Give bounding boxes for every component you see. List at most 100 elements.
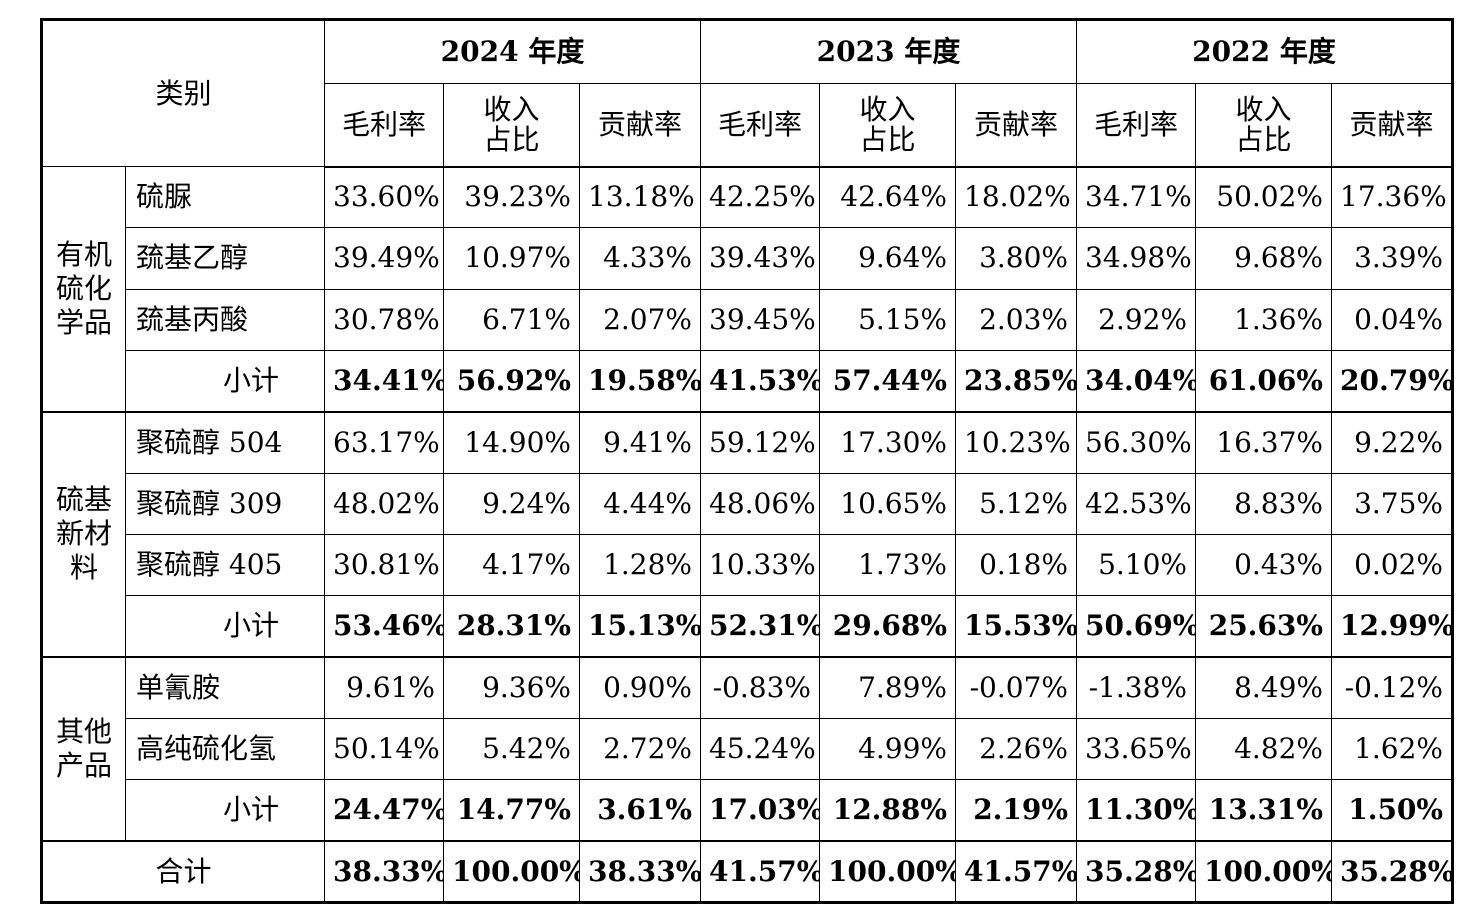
value-cell: 14.77% <box>443 779 581 842</box>
value-cell: 10.65% <box>819 472 957 535</box>
value-cell: 9.41% <box>579 410 702 474</box>
gross-margin-header: 毛利率 <box>1076 83 1197 168</box>
total-row: 合计 38.33% 100.00% 38.33% 41.57% 100.00% 41.57%… <box>40 840 1454 904</box>
metric-label-line: 收入 <box>1235 92 1292 126</box>
value-cell: 30.81% <box>324 533 445 597</box>
value-cell: 1.73% <box>819 533 957 597</box>
value-cell: 10.97% <box>443 227 581 290</box>
value-cell: 5.15% <box>819 288 957 351</box>
metric-label-line: 占比 <box>1235 122 1292 156</box>
year-header-2024: 2024 年度 <box>324 19 702 84</box>
value-cell: 48.06% <box>700 472 821 535</box>
value-cell: 56.92% <box>443 349 581 413</box>
value-cell: 4.33% <box>579 227 702 290</box>
subtotal-row: 小计 53.46% 28.31% 15.13% 52.31% 29.68% 15.53% 50… <box>42 595 1454 658</box>
category-group-label: 其他 产品 <box>41 656 126 842</box>
value-cell: 15.13% <box>579 595 702 658</box>
value-cell: 0.02% <box>1331 533 1454 597</box>
value-cell: 4.82% <box>1195 717 1333 781</box>
value-cell: 15.53% <box>955 595 1078 658</box>
value-cell: 59.12% <box>700 410 821 474</box>
value-cell: 20.79% <box>1331 349 1454 413</box>
product-name: 巯基乙醇 <box>124 227 326 290</box>
value-cell: 6.71% <box>443 288 581 351</box>
value-cell: 50.69% <box>1076 595 1197 658</box>
category-label-line: 新材 <box>55 517 112 551</box>
value-cell: 56.30% <box>1076 410 1197 474</box>
gross-margin-header: 毛利率 <box>324 83 445 168</box>
value-cell: 3.80% <box>955 227 1078 290</box>
value-cell: 30.78% <box>324 288 445 351</box>
value-cell: 8.49% <box>1195 656 1333 719</box>
category-group-label: 有机 硫化 学品 <box>41 165 126 413</box>
value-cell: -0.83% <box>700 656 821 719</box>
value-cell: 2.92% <box>1076 288 1197 351</box>
value-cell: 14.90% <box>443 410 581 474</box>
value-cell: 8.83% <box>1195 472 1333 535</box>
value-cell: 48.02% <box>324 472 445 535</box>
gross-margin-header: 毛利率 <box>700 83 821 168</box>
value-cell: 39.45% <box>700 288 821 351</box>
value-cell: 9.61% <box>324 656 445 719</box>
value-cell: 5.10% <box>1076 533 1197 597</box>
value-cell: 9.36% <box>443 656 581 719</box>
value-cell: 39.43% <box>700 227 821 290</box>
value-cell: 2.07% <box>579 288 702 351</box>
value-cell: 42.64% <box>819 165 957 229</box>
value-cell: 9.24% <box>443 472 581 535</box>
value-cell: 9.22% <box>1331 410 1454 474</box>
value-cell: 4.44% <box>579 472 702 535</box>
category-header: 类别 <box>40 19 326 167</box>
value-cell: 53.46% <box>324 595 445 658</box>
metric-label-line: 毛利率 <box>1094 107 1179 141</box>
metric-label-line: 贡献率 <box>1349 107 1434 141</box>
table-row: 聚硫醇 309 48.02% 9.24% 4.44% 48.06% 10.65% 5.12%… <box>42 472 1454 535</box>
contribution-header: 贡献率 <box>1331 83 1454 168</box>
revenue-share-header: 收入 占比 <box>443 83 581 168</box>
value-cell: 50.02% <box>1195 165 1333 229</box>
value-cell: 0.43% <box>1195 533 1333 597</box>
value-cell: -0.07% <box>955 656 1078 719</box>
gross-margin-table: 类别 2024 年度 2023 年度 2022 年度 毛利率 收入 占比 贡献率 毛利率… <box>40 18 1455 904</box>
year-header-2023: 2023 年度 <box>700 19 1078 84</box>
subtotal-row: 小计 24.47% 14.77% 3.61% 17.03% 12.88% 2.19% 11.3… <box>42 779 1454 842</box>
value-cell: 38.33% <box>324 840 445 904</box>
value-cell: 16.37% <box>1195 410 1333 474</box>
metric-label-line: 占比 <box>483 122 540 156</box>
product-name: 单氰胺 <box>124 656 326 719</box>
value-cell: 100.00% <box>819 840 957 904</box>
value-cell: 0.18% <box>955 533 1078 597</box>
value-cell: 3.39% <box>1331 227 1454 290</box>
value-cell: 50.14% <box>324 717 445 781</box>
subtotal-label: 小计 <box>124 349 326 413</box>
value-cell: 33.65% <box>1076 717 1197 781</box>
category-label-line: 产品 <box>55 749 112 783</box>
value-cell: 39.23% <box>443 165 581 229</box>
product-name: 聚硫醇 504 <box>124 410 326 474</box>
value-cell: 2.72% <box>579 717 702 781</box>
value-cell: 41.57% <box>700 840 821 904</box>
table-row: 硫基 新材料聚硫醇 504 63.17% 14.90% 9.41% 59.12% 17.30… <box>41 410 1454 658</box>
value-cell: 17.36% <box>1331 165 1454 229</box>
product-name: 高纯硫化氢 <box>124 717 326 781</box>
value-cell: 10.33% <box>700 533 821 597</box>
value-cell: 2.26% <box>955 717 1078 781</box>
table-container: 类别 2024 年度 2023 年度 2022 年度 毛利率 收入 占比 贡献率 毛利率… <box>40 18 1455 904</box>
value-cell: 12.99% <box>1331 595 1454 658</box>
value-cell: 10.23% <box>955 410 1078 474</box>
table-row: 高纯硫化氢 50.14% 5.42% 2.72% 45.24% 4.99% 2.26% 33.… <box>42 717 1454 781</box>
value-cell: 39.49% <box>324 227 445 290</box>
value-cell: 57.44% <box>819 349 957 413</box>
product-name: 聚硫醇 405 <box>124 533 326 597</box>
table-row: 巯基丙酸 30.78% 6.71% 2.07% 39.45% 5.15% 2.03% 2.92… <box>42 288 1454 351</box>
value-cell: 52.31% <box>700 595 821 658</box>
table-row: 有机 硫化 学品 硫脲 33.60% 39.23% 13.18% 42.25% 42.64% 18… <box>41 165 1454 413</box>
header-row-years: 类别 2024 年度 2023 年度 2022 年度 <box>40 19 1454 167</box>
value-cell: 12.88% <box>819 779 957 842</box>
year-header-2022: 2022 年度 <box>1076 19 1454 84</box>
value-cell: 34.71% <box>1076 165 1197 229</box>
value-cell: 100.00% <box>443 840 581 904</box>
value-cell: 38.33% <box>579 840 702 904</box>
value-cell: 2.19% <box>955 779 1078 842</box>
value-cell: -1.38% <box>1076 656 1197 719</box>
